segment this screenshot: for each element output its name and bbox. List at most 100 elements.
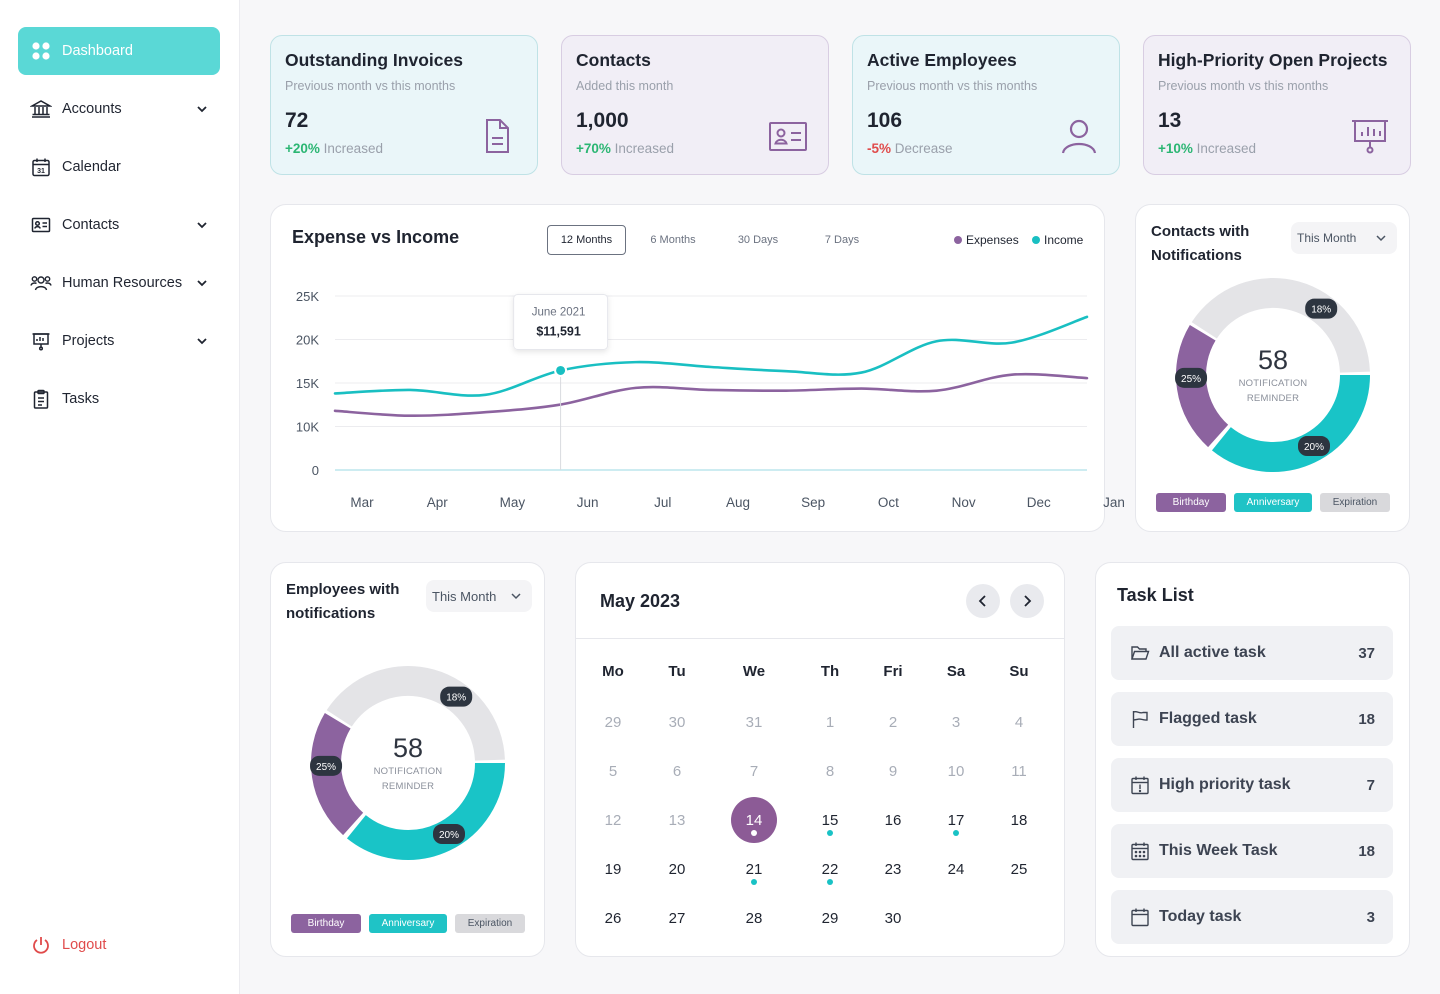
period-dropdown-value: This Month xyxy=(1297,231,1357,245)
stat-subtitle: Previous month vs this months xyxy=(867,79,1038,93)
calendar-day[interactable]: 22 xyxy=(807,846,853,892)
calendar-day[interactable]: 25 xyxy=(996,846,1042,892)
flag-icon xyxy=(1129,708,1151,730)
calendar-prev-button[interactable] xyxy=(966,584,1000,618)
calendar-day[interactable]: 29 xyxy=(807,895,853,941)
tab-30-days[interactable]: 30 Days xyxy=(737,234,779,246)
x-tick-label: Apr xyxy=(427,495,449,510)
sidebar-item-accounts[interactable]: Accounts xyxy=(18,85,220,133)
calendar-day-number: 14 xyxy=(745,811,763,829)
calendar-day[interactable]: 3 xyxy=(933,699,979,745)
document-icon xyxy=(486,119,509,153)
calendar-day[interactable]: 17 xyxy=(933,797,979,843)
calendar-day[interactable]: 26 xyxy=(590,895,636,941)
calendar-day[interactable]: 19 xyxy=(590,846,636,892)
calendar-day[interactable]: 1 xyxy=(807,699,853,745)
power-icon xyxy=(30,934,52,956)
donut-center-label-2: REMINDER xyxy=(1246,393,1300,404)
x-tick-label: Oct xyxy=(878,495,899,510)
calendar-day[interactable]: 18 xyxy=(996,797,1042,843)
panel-title: Contacts with Notifications xyxy=(1151,220,1249,268)
sidebar-item-calendar[interactable]: 31 Calendar xyxy=(18,143,220,191)
calendar-day-selected[interactable]: 14 xyxy=(731,797,777,843)
tab-12-months[interactable]: 12 Months xyxy=(547,225,626,255)
tooltip-value: $11,591 xyxy=(536,324,581,338)
calendar-day[interactable]: 9 xyxy=(870,748,916,794)
calendar-day[interactable]: 13 xyxy=(654,797,700,843)
calendar-day[interactable]: 2 xyxy=(870,699,916,745)
chevron-down-icon[interactable] xyxy=(194,101,210,117)
donut-badge-bg xyxy=(440,686,473,707)
calendar-day-number: 4 xyxy=(1014,713,1024,731)
donut-badge-bg xyxy=(310,755,343,776)
calendar-day-number: 9 xyxy=(888,762,898,780)
stat-delta-pct: +70% xyxy=(576,141,611,156)
panel-title-line2: Notifications xyxy=(1151,247,1242,264)
panel-title-line1: Employees with xyxy=(286,581,400,598)
sidebar-item-projects[interactable]: Projects xyxy=(18,317,220,365)
donut-center: 58 NOTIFICATION REMINDER xyxy=(348,733,468,794)
chevron-down-icon[interactable] xyxy=(194,275,210,291)
task-row-flagged[interactable]: Flagged task 18 xyxy=(1111,692,1393,746)
stat-card-active-employees[interactable]: Active Employees Previous month vs this … xyxy=(852,35,1120,175)
calendar-day[interactable]: 16 xyxy=(870,797,916,843)
stat-title: Active Employees xyxy=(867,50,1017,70)
donut-badge-text: 18% xyxy=(446,693,466,704)
stat-value: 13 xyxy=(1158,109,1182,132)
sidebar-item-human-resources[interactable]: Human Resources xyxy=(18,259,220,307)
calendar-day[interactable]: 15 xyxy=(807,797,853,843)
calendar-day[interactable]: 21 xyxy=(731,846,777,892)
calendar-day[interactable]: 30 xyxy=(654,699,700,745)
calendar-day[interactable]: 30 xyxy=(870,895,916,941)
y-tick-label: 15K xyxy=(296,376,319,391)
calendar-day[interactable]: 7 xyxy=(731,748,777,794)
calendar-icon: 31 xyxy=(30,156,52,178)
calendar-day[interactable]: 4 xyxy=(996,699,1042,745)
chevron-down-icon[interactable] xyxy=(194,333,210,349)
calendar-day[interactable]: 31 xyxy=(731,699,777,745)
tab-7-days[interactable]: 7 Days xyxy=(824,234,860,246)
contacts-notifications-panel: Contacts with Notifications This Month 1… xyxy=(1135,204,1410,532)
calendar-day[interactable]: 11 xyxy=(996,748,1042,794)
period-dropdown[interactable]: This Month xyxy=(426,580,532,612)
x-tick-label: Jul xyxy=(654,495,671,510)
calendar-day[interactable]: 8 xyxy=(807,748,853,794)
task-count: 7 xyxy=(1366,776,1375,794)
calendar-day[interactable]: 28 xyxy=(731,895,777,941)
weekday-header: Mo xyxy=(602,663,624,680)
task-count: 18 xyxy=(1358,842,1375,860)
chevron-down-icon[interactable] xyxy=(194,217,210,233)
calendar-day[interactable]: 20 xyxy=(654,846,700,892)
task-row-all-active[interactable]: All active task 37 xyxy=(1111,626,1393,680)
chart-title: Expense vs Income xyxy=(292,227,460,247)
task-row-high-priority[interactable]: High priority task 7 xyxy=(1111,758,1393,812)
sidebar-item-tasks[interactable]: Tasks xyxy=(18,375,220,423)
calendar-day[interactable]: 23 xyxy=(870,846,916,892)
event-dot xyxy=(953,830,959,836)
calendar-day[interactable]: 6 xyxy=(654,748,700,794)
calendar-day[interactable]: 27 xyxy=(654,895,700,941)
calendar-day[interactable]: 10 xyxy=(933,748,979,794)
tab-6-months[interactable]: 6 Months xyxy=(650,234,696,246)
calendar-day-number: 13 xyxy=(668,811,686,829)
calendar-next-button[interactable] xyxy=(1010,584,1044,618)
x-tick-label: Sep xyxy=(801,495,825,510)
task-row-this-week[interactable]: This Week Task 18 xyxy=(1111,824,1393,878)
logout-button[interactable]: Logout xyxy=(30,934,106,956)
calendar-day[interactable]: 24 xyxy=(933,846,979,892)
sidebar-item-contacts[interactable]: Contacts xyxy=(18,201,220,249)
calendar-day[interactable]: 29 xyxy=(590,699,636,745)
stat-card-outstanding-invoices[interactable]: Outstanding Invoices Previous month vs t… xyxy=(270,35,538,175)
sidebar-item-dashboard[interactable]: Dashboard xyxy=(18,27,220,75)
calendar-day[interactable]: 5 xyxy=(590,748,636,794)
expense-income-panel: Expense vs Income 12 Months 6 Months 30 … xyxy=(270,204,1125,532)
y-tick-label: 10K xyxy=(296,420,319,435)
task-row-today[interactable]: Today task 3 xyxy=(1111,890,1393,944)
tooltip-point[interactable] xyxy=(554,363,568,377)
stat-delta-trend: Increased xyxy=(323,141,383,156)
calendar-day[interactable]: 12 xyxy=(590,797,636,843)
stat-card-high-priority-projects[interactable]: High-Priority Open Projects Previous mon… xyxy=(1143,35,1411,175)
stat-card-contacts[interactable]: Contacts Added this month 1,000 +70% Inc… xyxy=(561,35,829,175)
period-dropdown[interactable]: This Month xyxy=(1291,222,1397,254)
user-icon xyxy=(1061,119,1097,154)
